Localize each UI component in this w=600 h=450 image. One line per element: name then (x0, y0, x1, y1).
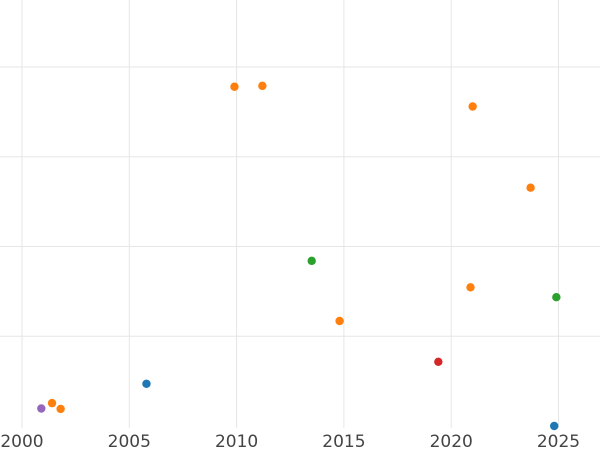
scatter-point (550, 421, 559, 431)
scatter-point (434, 357, 443, 367)
scatter-point (335, 316, 344, 326)
scatter-point (552, 293, 561, 302)
scatter-point (468, 102, 477, 111)
x-tick-label: 2015 (322, 432, 365, 450)
x-axis-tick-labels: 2000 2005 2010 2015 2020 2025 (0, 432, 580, 450)
x-tick-label: 2005 (108, 432, 151, 450)
scatter-point (142, 379, 151, 389)
scatter-point (466, 283, 475, 292)
scatter-point (526, 183, 535, 192)
scatter-point (47, 398, 57, 408)
scatter-points (37, 81, 561, 431)
scatter-point (307, 256, 316, 266)
scatter-point (56, 404, 65, 414)
x-tick-label: 2020 (430, 432, 473, 450)
x-tick-label: 2025 (537, 432, 580, 450)
grid-lines (0, 0, 600, 428)
x-tick-label: 2010 (215, 432, 258, 450)
x-tick-label: 2000 (0, 432, 43, 450)
scatter-point (37, 404, 46, 413)
scatter-point (258, 81, 267, 91)
scatter-point (230, 82, 239, 91)
